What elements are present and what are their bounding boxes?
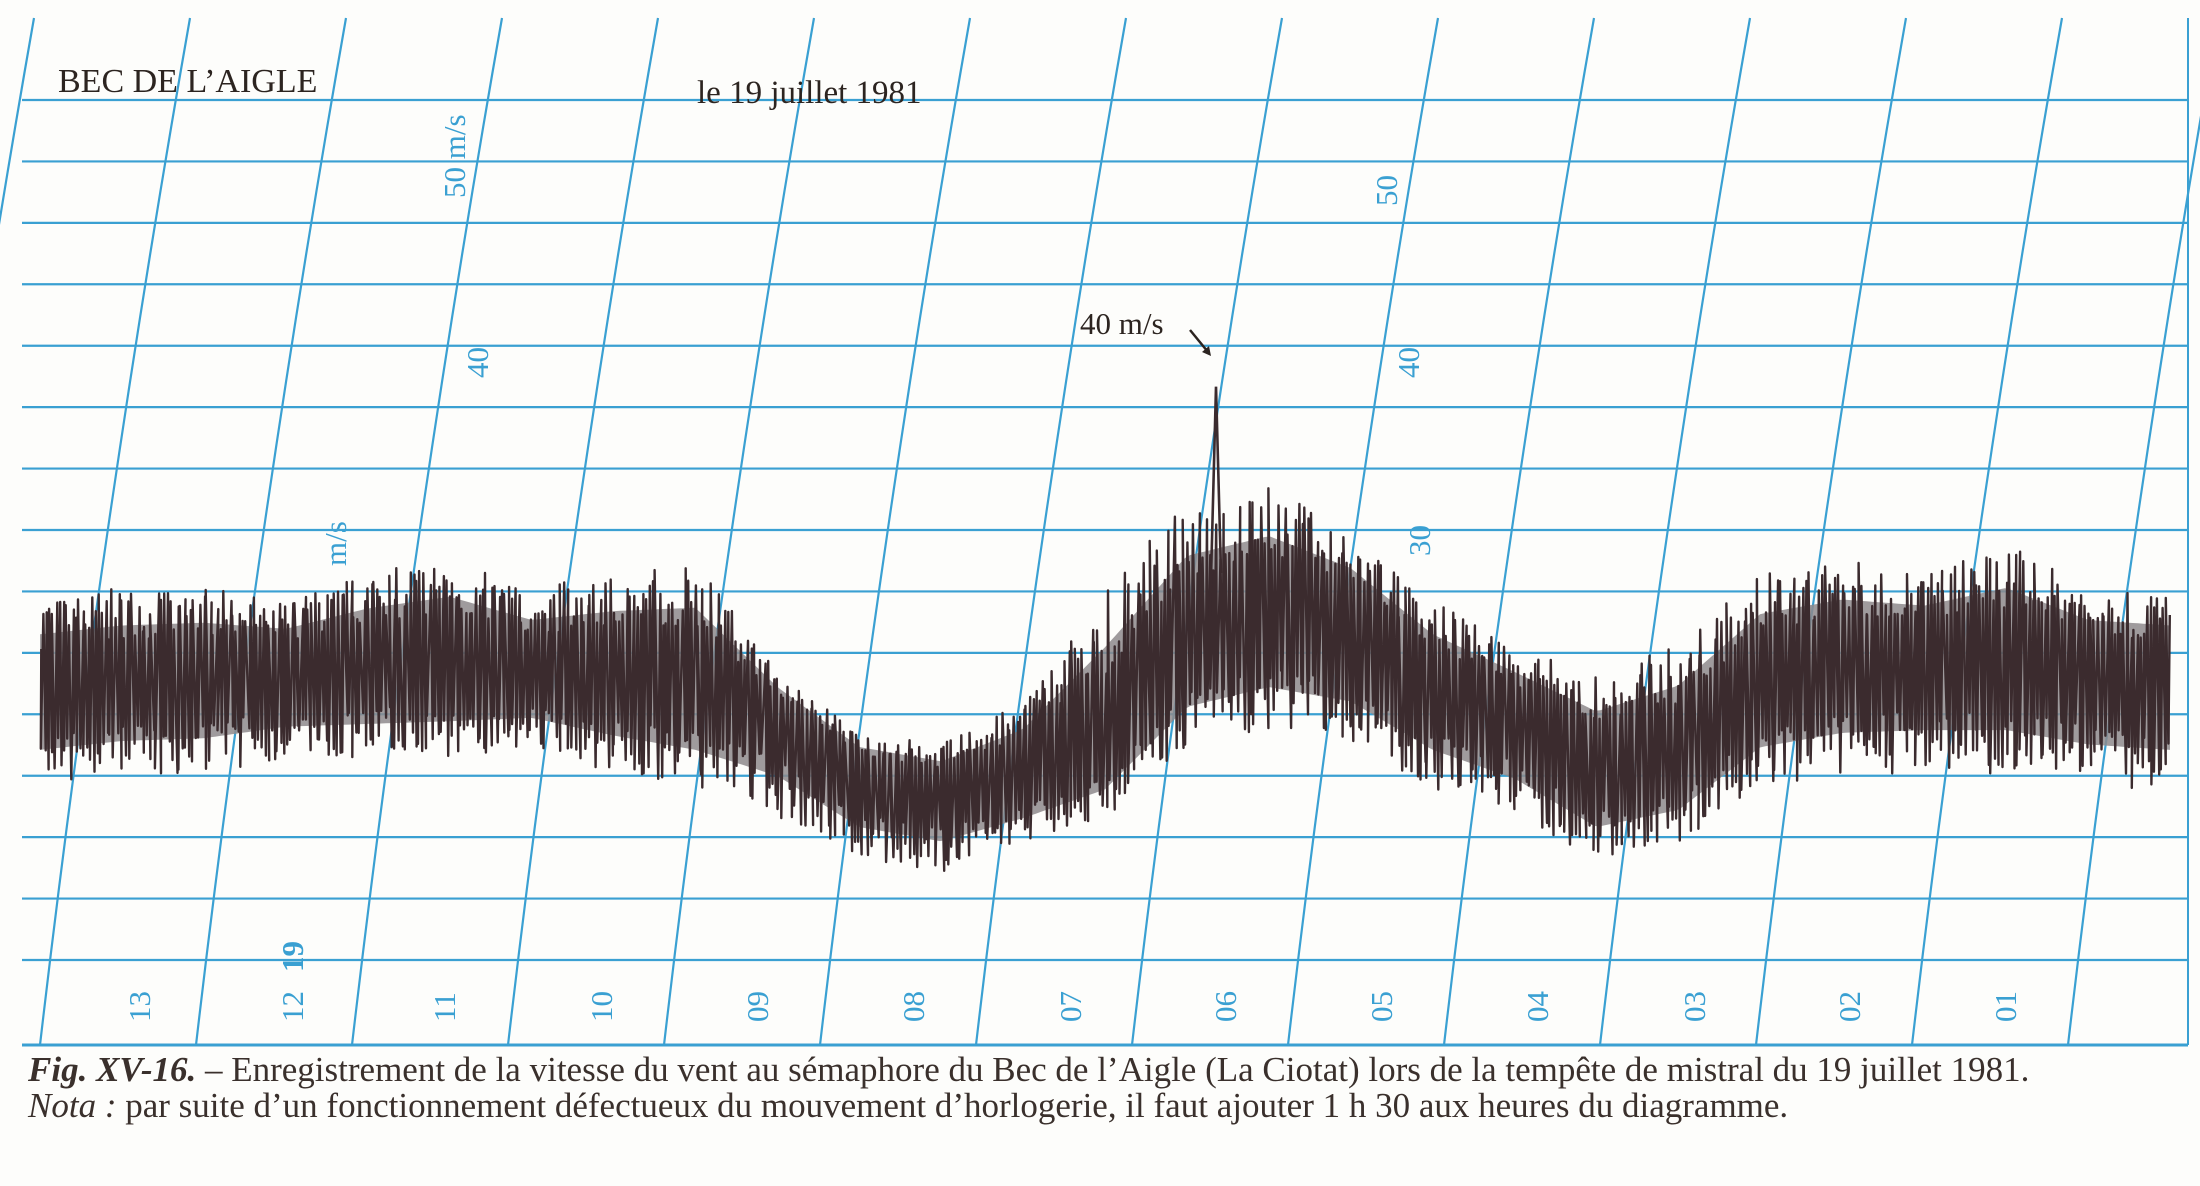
x-hour-label: 13	[122, 991, 157, 1022]
x-hour-labels: 13 12 19 11 10 09 08 07 06 05 04 03 02 01	[122, 941, 2023, 1022]
gridline-arc	[2066, 115, 2200, 1046]
y-unit-left: m/s	[318, 521, 353, 566]
peak-annotation: 40 m/s	[1080, 306, 1164, 341]
x-hour-label: 07	[1053, 991, 1088, 1022]
gridline-arc	[0, 17, 36, 226]
x-hour-label: 04	[1520, 991, 1555, 1023]
gridline-arc	[1130, 17, 1284, 1046]
caption-nota-text: par suite d’un fonctionnement défectueux…	[116, 1086, 1789, 1125]
x-hour-label: 19	[275, 941, 310, 972]
gridline-arc	[38, 17, 192, 1046]
gridline-arc	[1598, 17, 1752, 1046]
gridline-arc	[1910, 17, 2064, 1046]
y-tick-right-30: 30	[1402, 525, 1437, 556]
y-tick-right-40: 40	[1391, 347, 1426, 378]
y-tick-left-40: 40	[460, 347, 495, 378]
peak-gust-spike	[1208, 386, 1223, 617]
y-tick-right-50: 50	[1369, 175, 1404, 206]
x-hour-label: 09	[740, 991, 775, 1022]
gridline-arc	[662, 17, 816, 1046]
hour-arc-gridlines	[0, 17, 2200, 1046]
figure-caption: Fig. XV-16. – Enregistrement de la vites…	[28, 1052, 2178, 1124]
gridline-arc	[1754, 17, 1908, 1046]
wind-trace-line	[39, 487, 2171, 872]
y-tick-left-50: 50 m/s	[437, 114, 472, 198]
gridline-arc	[506, 17, 660, 1046]
gridline-arc	[1442, 17, 1596, 1046]
gridline-arc	[974, 17, 1128, 1046]
gridline-arc	[1286, 17, 1440, 1046]
x-hour-label: 06	[1208, 991, 1243, 1022]
x-hour-label: 03	[1677, 991, 1712, 1022]
gridline-arc	[194, 17, 348, 1046]
peak-arrowhead	[1202, 346, 1211, 356]
chart-title: BEC DE L’AIGLE	[58, 63, 317, 100]
caption-fig-label: Fig. XV-16.	[28, 1050, 197, 1089]
x-hour-label: 10	[584, 991, 619, 1022]
x-hour-label: 11	[427, 992, 462, 1022]
gridline-arc	[350, 17, 504, 1046]
x-hour-label: 01	[1988, 991, 2023, 1022]
x-hour-label: 02	[1832, 991, 1867, 1022]
x-hour-label: 05	[1364, 991, 1399, 1022]
caption-fig-text: – Enregistrement de la vitesse du vent a…	[196, 1050, 2030, 1089]
x-hour-label: 12	[275, 991, 310, 1022]
gridline-arc	[818, 17, 972, 1046]
peak-arrow	[1189, 329, 1209, 353]
caption-nota-label: Nota :	[28, 1086, 117, 1125]
chart-svg: BEC DE L’AIGLE le 19 juillet 1981 50 m/s…	[0, 17, 2200, 1047]
x-hour-label: 08	[896, 991, 931, 1022]
wind-trace	[39, 386, 2171, 872]
chart-date: le 19 juillet 1981	[697, 75, 922, 111]
